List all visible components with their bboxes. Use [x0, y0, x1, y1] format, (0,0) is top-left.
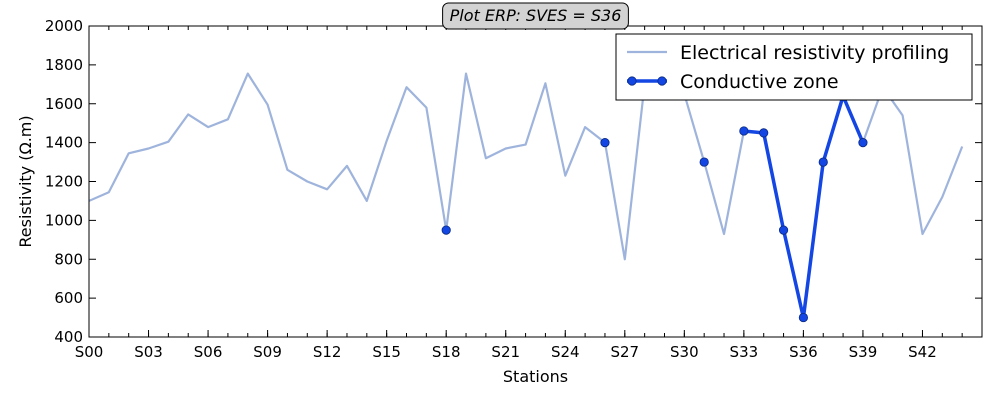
- conductive-point: [759, 128, 769, 138]
- y-tick-label: 1800: [45, 56, 83, 74]
- legend-label-conductive: Conductive zone: [680, 71, 839, 93]
- x-tick-label: S09: [253, 343, 282, 361]
- x-tick-label: S18: [432, 343, 461, 361]
- plot-area: [89, 69, 964, 323]
- conductive-point: [798, 312, 809, 323]
- x-tick-label: S15: [372, 343, 401, 361]
- axis-ticks: S00 S03 S06 S09 S12 S15 S18 S21 S24 S27 S30 S33 S36 S…: [45, 17, 983, 361]
- x-tick-label: S12: [313, 343, 342, 361]
- x-tick-label: S36: [789, 343, 818, 361]
- x-axis-label: Stations: [503, 367, 568, 386]
- legend-marker-conductive-end: [657, 76, 667, 86]
- legend-label-profiling: Electrical resistivity profiling: [680, 42, 949, 64]
- conductive-point: [778, 225, 789, 235]
- y-axis-label: Resistivity (Ω.m): [16, 115, 35, 247]
- y-tick-label: 600: [54, 289, 83, 307]
- y-tick-label: 1000: [45, 211, 83, 229]
- y-tick-label: 400: [54, 328, 83, 346]
- x-tick-label: S30: [670, 343, 699, 361]
- conductive-point: [600, 138, 610, 148]
- legend: Electrical resistivity profiling Conduct…: [615, 33, 973, 101]
- x-tick-label: S39: [849, 343, 878, 361]
- x-tick-label: S24: [551, 343, 580, 361]
- x-tick-label: S21: [491, 343, 520, 361]
- x-tick-label: S33: [730, 343, 759, 361]
- y-tick-label: 1400: [45, 134, 83, 152]
- x-tick-label: S03: [134, 343, 163, 361]
- conductive-point: [818, 157, 828, 167]
- conductive-point: [441, 225, 451, 235]
- y-tick-label: 2000: [45, 17, 83, 35]
- y-tick-label: 800: [54, 250, 83, 268]
- conductive-point: [699, 157, 709, 167]
- chart-title: Plot ERP: SVES = S36: [450, 6, 622, 25]
- y-tick-label: 1600: [45, 95, 83, 113]
- conductive-point: [739, 126, 749, 136]
- conductive-point: [858, 138, 868, 148]
- chart-title-box: Plot ERP: SVES = S36: [442, 2, 629, 30]
- x-tick-label: S27: [610, 343, 639, 361]
- x-tick-label: S06: [194, 343, 223, 361]
- legend-marker-conductive: [627, 76, 637, 86]
- x-tick-label: S42: [908, 343, 937, 361]
- y-tick-label: 1200: [45, 173, 83, 191]
- series-line-profiling: [89, 69, 964, 319]
- x-tick-label: S00: [75, 343, 104, 361]
